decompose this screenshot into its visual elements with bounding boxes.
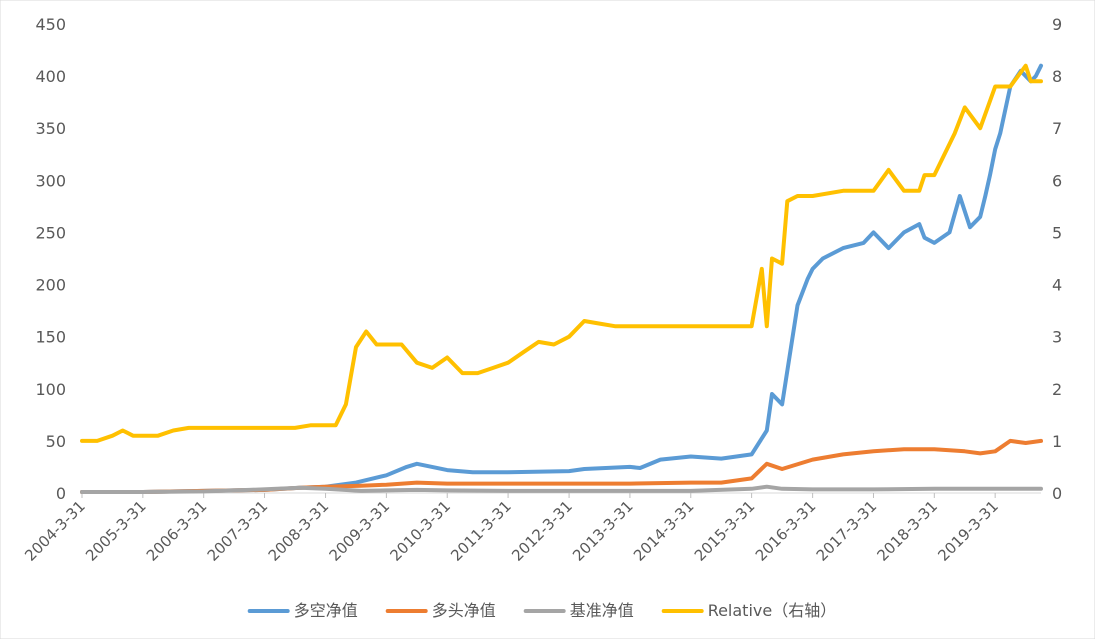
y-left-tick-label: 300	[35, 171, 66, 190]
legend-label: Relative（右轴）	[708, 601, 837, 620]
legend-item: 基准净值	[523, 601, 634, 620]
y-right-tick-label: 2	[1052, 380, 1062, 399]
y-right-tick-label: 0	[1052, 484, 1062, 503]
y-left-tick-label: 350	[35, 119, 66, 138]
series-line-long-short-nav	[80, 63, 1043, 494]
legend-item: 多空净值	[247, 601, 358, 620]
legend: 多空净值 多头净值 基准净值 Relative（右轴）	[247, 601, 837, 620]
y-right-tick-label: 8	[1052, 67, 1062, 86]
legend-label: 多头净值	[432, 601, 496, 620]
series-lines	[80, 63, 1043, 494]
y-right-tick-label: 6	[1052, 171, 1062, 190]
y-right-tick-label: 7	[1052, 119, 1062, 138]
y-left-tick-label: 50	[46, 432, 66, 451]
y-left-tick-label: 250	[35, 223, 66, 242]
legend-label: 基准净值	[570, 601, 634, 620]
legend-label: 多空净值	[294, 601, 358, 620]
y-left-tick-label: 400	[35, 67, 66, 86]
y-left-tick-label: 200	[35, 276, 66, 295]
y-right-tick-label: 3	[1052, 328, 1062, 347]
series-line-benchmark-nav	[80, 484, 1043, 494]
y-right-tick-label: 9	[1052, 15, 1062, 34]
series-line-relative	[80, 63, 1043, 443]
y-right-tick-label: 1	[1052, 432, 1062, 451]
y-left-tick-label: 150	[35, 328, 66, 347]
legend-item: Relative（右轴）	[661, 601, 837, 620]
y-left-tick-label: 100	[35, 380, 66, 399]
y-right-tick-label: 5	[1052, 223, 1062, 242]
y-left-tick-label: 450	[35, 15, 66, 34]
legend-item: 多头净值	[385, 601, 496, 620]
y-left-tick-label: 0	[56, 484, 66, 503]
y-right-tick-label: 4	[1052, 276, 1062, 295]
